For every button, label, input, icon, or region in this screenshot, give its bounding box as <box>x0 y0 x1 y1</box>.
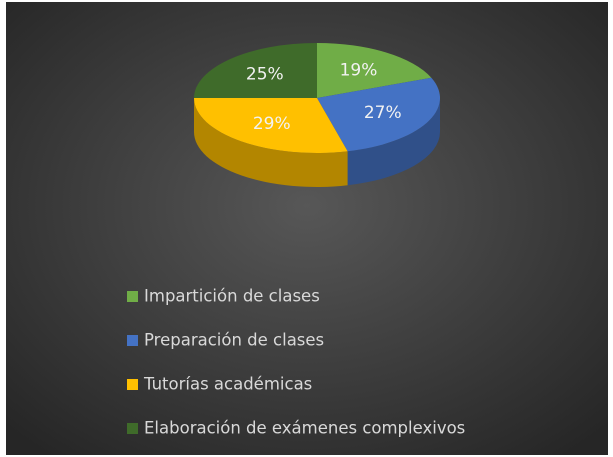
data-label: 19% <box>340 61 378 81</box>
legend-swatch <box>127 423 138 434</box>
pie-slice <box>317 77 440 152</box>
legend-label: Elaboración de exámenes complexivos <box>144 419 465 438</box>
legend-swatch <box>127 291 138 302</box>
legend-label: Tutorías académicas <box>143 375 312 394</box>
pie-side <box>194 98 348 187</box>
legend-swatch <box>127 335 138 346</box>
pie-slice <box>194 98 348 154</box>
pie-slice <box>317 43 432 98</box>
pie-slice <box>194 43 317 98</box>
data-label: 27% <box>364 103 402 123</box>
data-label: 25% <box>246 65 284 85</box>
legend-swatch <box>127 379 138 390</box>
data-label: 29% <box>253 114 291 134</box>
pie-side <box>347 98 440 186</box>
legend-label: Preparación de clases <box>144 331 324 350</box>
legend-label: Impartición de clases <box>144 287 320 306</box>
